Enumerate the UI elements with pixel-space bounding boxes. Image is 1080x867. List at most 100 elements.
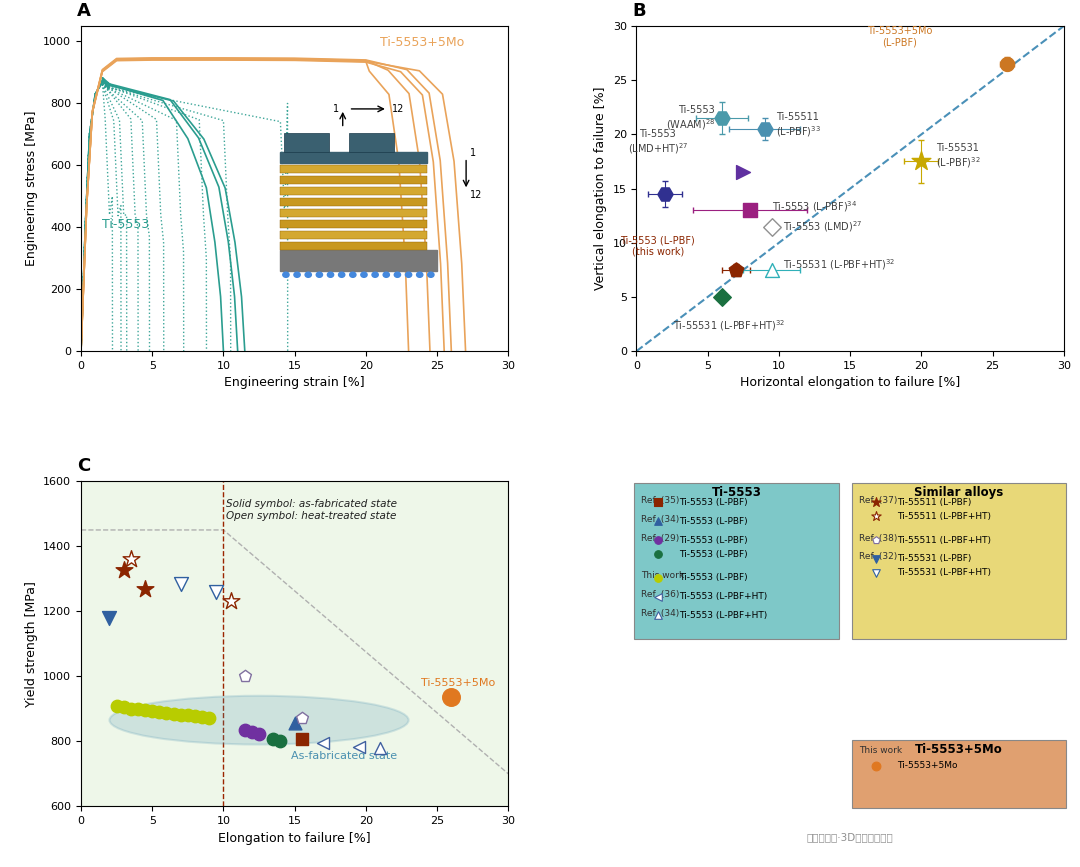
Point xyxy=(998,57,1015,71)
Point xyxy=(742,203,759,217)
Point xyxy=(116,701,133,714)
Point xyxy=(193,710,211,724)
Point xyxy=(764,263,781,277)
Text: Ti-55531
(L-PBF)$^{32}$: Ti-55531 (L-PBF)$^{32}$ xyxy=(935,142,981,170)
Point xyxy=(100,611,118,625)
Point xyxy=(734,166,752,179)
Text: C: C xyxy=(77,457,90,475)
Text: Ref. (35): Ref. (35) xyxy=(640,496,679,505)
Point xyxy=(207,585,225,599)
FancyBboxPatch shape xyxy=(634,483,839,639)
Text: Ref. (37): Ref. (37) xyxy=(859,496,897,505)
Point xyxy=(237,723,254,737)
Text: Ti-5553+5Mo
(L-PBF): Ti-5553+5Mo (L-PBF) xyxy=(867,26,933,48)
Y-axis label: Vertical elongation to failure [%]: Vertical elongation to failure [%] xyxy=(594,87,607,290)
FancyBboxPatch shape xyxy=(852,483,1066,639)
Text: Ti-5553 (L-PBF): Ti-5553 (L-PBF) xyxy=(679,517,747,525)
Point xyxy=(172,707,189,721)
Point xyxy=(867,566,885,580)
Text: Ti-5553+5Mo: Ti-5553+5Mo xyxy=(915,743,1003,756)
Text: This work: This work xyxy=(859,746,902,755)
Text: Ti-55511 (L-PBF+HT): Ti-55511 (L-PBF+HT) xyxy=(897,512,991,521)
Point xyxy=(756,122,773,136)
Text: Ti-55531 (L-PBF): Ti-55531 (L-PBF) xyxy=(897,554,972,564)
Text: As-fabricated state: As-fabricated state xyxy=(292,751,397,761)
Text: Ti-5553 (L-PBF+HT): Ti-5553 (L-PBF+HT) xyxy=(679,611,768,620)
Text: Ti-5553 (L-PBF): Ti-5553 (L-PBF) xyxy=(679,550,747,558)
Point xyxy=(243,725,260,739)
Text: Ti-55531 (L-PBF+HT)$^{32}$: Ti-55531 (L-PBF+HT)$^{32}$ xyxy=(783,257,895,272)
Text: Ti-55511 (L-PBF): Ti-55511 (L-PBF) xyxy=(897,498,972,507)
Text: Ref. (34): Ref. (34) xyxy=(640,609,679,618)
Point xyxy=(443,690,460,704)
Point xyxy=(144,704,161,718)
Point xyxy=(158,706,175,720)
X-axis label: Horizontal elongation to failure [%]: Horizontal elongation to failure [%] xyxy=(740,376,960,389)
Point xyxy=(286,716,303,730)
Point xyxy=(108,699,125,713)
Text: Ti-55531 (L-PBF+HT)$^{32}$: Ti-55531 (L-PBF+HT)$^{32}$ xyxy=(673,318,785,334)
Point xyxy=(293,732,310,746)
Ellipse shape xyxy=(109,696,408,745)
Point xyxy=(201,711,218,725)
Text: A: A xyxy=(77,2,91,19)
Text: Ref. (32): Ref. (32) xyxy=(859,552,897,562)
X-axis label: Engineering strain [%]: Engineering strain [%] xyxy=(225,376,365,389)
Point xyxy=(649,514,666,528)
Point xyxy=(867,552,885,566)
Text: Ti-5553 (L-PBF): Ti-5553 (L-PBF) xyxy=(679,498,747,507)
Text: Ti-5553: Ti-5553 xyxy=(712,486,761,499)
Y-axis label: Yield strength [MPa]: Yield strength [MPa] xyxy=(25,581,38,707)
Text: Ti-5553 (L-PBF)
(this work): Ti-5553 (L-PBF) (this work) xyxy=(621,235,696,257)
Text: Ti-55511
(L-PBF)$^{33}$: Ti-55511 (L-PBF)$^{33}$ xyxy=(777,112,821,140)
Point xyxy=(221,594,239,608)
Point xyxy=(657,187,674,201)
Point xyxy=(122,702,139,716)
X-axis label: Elongation to failure [%]: Elongation to failure [%] xyxy=(218,831,370,844)
Text: Ti-5553 (LMD)$^{27}$: Ti-5553 (LMD)$^{27}$ xyxy=(783,219,863,234)
Text: Ti-55511 (L-PBF+HT): Ti-55511 (L-PBF+HT) xyxy=(897,536,991,544)
Point xyxy=(314,736,332,750)
Point xyxy=(272,733,289,747)
Text: Ti-5553 (L-PBF+HT): Ti-5553 (L-PBF+HT) xyxy=(679,592,768,601)
Text: This work: This work xyxy=(640,571,684,580)
Point xyxy=(179,708,197,722)
Point xyxy=(136,583,153,596)
Text: Ti-5553
(LMD+HT)$^{27}$: Ti-5553 (LMD+HT)$^{27}$ xyxy=(627,129,688,156)
Point xyxy=(713,290,730,303)
Point xyxy=(265,732,282,746)
Text: Ti-5553 (L-PBF)$^{34}$: Ti-5553 (L-PBF)$^{34}$ xyxy=(772,199,858,214)
Point xyxy=(649,547,666,561)
Text: Ti-5553 (L-PBF): Ti-5553 (L-PBF) xyxy=(679,536,747,544)
Text: Ref. (36): Ref. (36) xyxy=(640,590,679,599)
Point xyxy=(130,702,147,716)
Text: B: B xyxy=(632,2,646,19)
Text: Ref. (38): Ref. (38) xyxy=(859,533,897,543)
Point xyxy=(649,570,666,584)
Y-axis label: Engineering stress [MPa]: Engineering stress [MPa] xyxy=(25,111,38,266)
Point xyxy=(713,111,730,125)
Point xyxy=(867,510,885,524)
Text: Ti-5553 (L-PBF): Ti-5553 (L-PBF) xyxy=(679,573,747,583)
Text: Ti-5553+5Mo: Ti-5553+5Mo xyxy=(380,36,464,49)
FancyBboxPatch shape xyxy=(852,740,1066,808)
Text: Ti-5553: Ti-5553 xyxy=(103,218,150,231)
Text: Ref. (34): Ref. (34) xyxy=(640,515,679,524)
Text: Solid symbol: as-fabricated state
Open symbol: heat-treated state: Solid symbol: as-fabricated state Open s… xyxy=(227,499,397,521)
Point xyxy=(187,709,204,723)
Point xyxy=(251,727,268,741)
Point xyxy=(116,563,133,577)
Point xyxy=(867,495,885,509)
Point xyxy=(649,590,666,603)
Text: Similar alloys: Similar alloys xyxy=(915,486,1003,499)
Text: Ti-5553
(WAAM)$^{28}$: Ti-5553 (WAAM)$^{28}$ xyxy=(665,105,715,132)
Point xyxy=(372,741,389,755)
Point xyxy=(649,533,666,547)
Point xyxy=(649,495,666,509)
Text: Ref. (29): Ref. (29) xyxy=(640,533,679,543)
Text: Ti-5553+5Mo: Ti-5553+5Mo xyxy=(421,678,496,688)
Point xyxy=(867,759,885,772)
Point xyxy=(122,551,139,565)
Point xyxy=(293,711,310,725)
Point xyxy=(237,669,254,683)
